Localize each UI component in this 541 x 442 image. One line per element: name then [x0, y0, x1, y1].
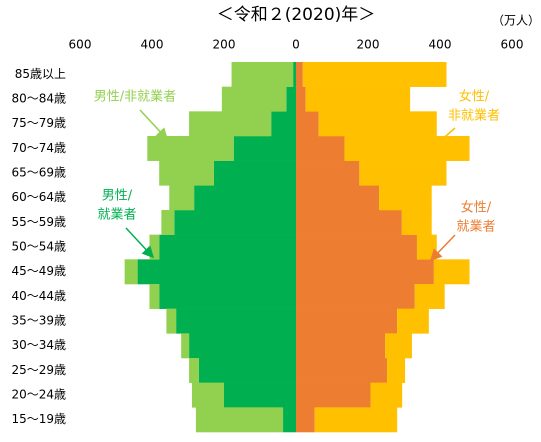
bar	[169, 185, 195, 211]
bar	[296, 407, 315, 433]
bar	[296, 62, 303, 87]
bar	[397, 308, 429, 334]
annotation: 男性/	[102, 189, 133, 204]
bar	[296, 284, 415, 309]
bar	[195, 407, 284, 433]
bar	[149, 284, 160, 309]
bar	[296, 259, 434, 285]
y-tick-label: 50～54歳	[11, 240, 66, 254]
bar	[302, 62, 447, 87]
unit-label: （万人）	[492, 14, 540, 28]
bar	[198, 358, 296, 383]
y-tick-label: 40～44歳	[11, 289, 66, 303]
bar	[359, 160, 447, 186]
bar	[296, 111, 319, 137]
annotation-arrow	[429, 234, 456, 262]
bar	[305, 86, 411, 112]
chart-title: ＜令和２(2020)年＞	[217, 5, 376, 25]
bar	[318, 111, 437, 137]
bar	[233, 136, 296, 161]
y-tick-label: 80～84歳	[11, 92, 66, 106]
bar	[166, 308, 177, 334]
bar	[401, 210, 432, 235]
annotation-arrow	[125, 227, 155, 259]
bar	[296, 308, 398, 334]
y-tick-label: 15～19歳	[11, 412, 66, 426]
bar	[314, 407, 398, 433]
bar	[159, 234, 296, 260]
y-tick-label: 60～64歳	[11, 190, 66, 204]
y-tick-label: 65～69歳	[11, 166, 66, 180]
bar	[296, 160, 360, 186]
y-tick-label: 30～34歳	[11, 338, 66, 352]
y-tick-label: 85歳以上	[15, 67, 66, 81]
bar	[296, 382, 371, 408]
x-tick-label: 400	[429, 38, 452, 52]
bar	[159, 160, 214, 186]
annotation: 就業者	[97, 207, 136, 223]
y-tick-label: 20～24歳	[11, 388, 66, 402]
bar	[149, 234, 160, 260]
bar	[416, 234, 437, 260]
bar	[271, 111, 296, 137]
bar	[385, 333, 412, 359]
y-tick-label: 45～49歳	[11, 264, 66, 278]
y-tick-label: 55～59歳	[11, 215, 66, 229]
x-tick-label: 200	[213, 38, 236, 52]
annotation: 女性/	[461, 200, 492, 216]
bar	[213, 160, 296, 186]
bar	[159, 284, 296, 309]
x-tick-label: 200	[357, 38, 380, 52]
bar	[296, 358, 388, 383]
bar	[296, 136, 345, 161]
annotation-arrow	[427, 127, 456, 152]
bar	[283, 407, 296, 433]
x-tick-label: 400	[141, 38, 164, 52]
bar	[414, 284, 445, 309]
bar	[189, 111, 272, 137]
x-tick-label: 600	[69, 38, 92, 52]
bar	[296, 86, 306, 112]
bar	[224, 382, 296, 408]
bar	[194, 185, 296, 211]
annotation: 非就業者	[448, 108, 500, 124]
bar	[293, 62, 296, 87]
annotation: 男性/非就業者	[94, 89, 176, 105]
annotation: 女性/	[459, 89, 490, 105]
y-tick-label: 75～79歳	[11, 116, 66, 130]
bar	[379, 185, 432, 211]
bar	[433, 259, 470, 285]
bar	[189, 333, 296, 359]
bar	[124, 259, 138, 285]
x-tick-label: 0	[292, 38, 300, 52]
bar	[137, 259, 296, 285]
y-tick-label: 70～74歳	[11, 141, 66, 155]
bar	[296, 333, 386, 359]
bar	[344, 136, 470, 161]
y-tick-label: 35～39歳	[11, 314, 66, 328]
bar	[191, 382, 224, 408]
bar	[296, 234, 417, 260]
bar	[296, 185, 380, 211]
bar	[221, 86, 287, 112]
bar	[189, 358, 199, 383]
bar	[174, 210, 296, 235]
annotation: 就業者	[456, 219, 495, 235]
bar	[296, 210, 402, 235]
annotation-arrow	[139, 109, 169, 141]
bar	[387, 358, 406, 383]
x-tick-label: 600	[501, 38, 524, 52]
bar	[181, 333, 190, 359]
bar	[286, 86, 296, 112]
bar	[370, 382, 403, 408]
bar	[231, 62, 294, 87]
bar	[161, 210, 175, 235]
bar	[147, 136, 234, 161]
y-tick-label: 25～29歳	[11, 363, 66, 377]
bar	[176, 308, 296, 334]
